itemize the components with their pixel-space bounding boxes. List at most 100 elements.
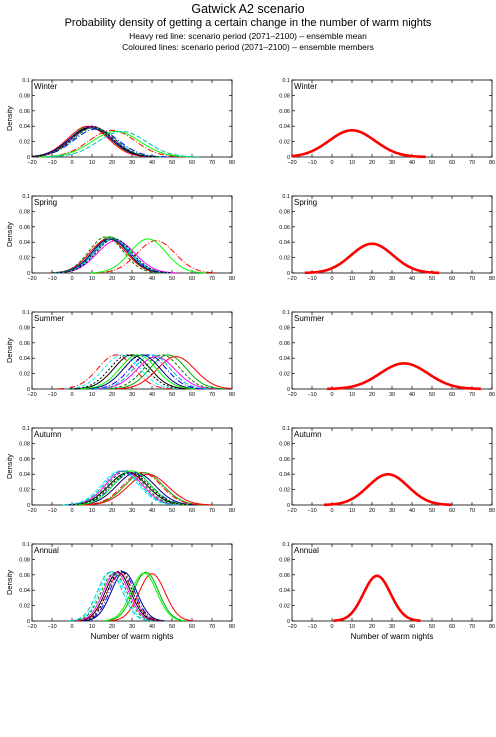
x-tick-label: 30	[389, 276, 395, 282]
x-tick-label: 80	[229, 508, 235, 514]
y-tick-label: 0.08	[279, 441, 290, 447]
x-tick-label: 60	[189, 160, 195, 166]
member-curve-6-summer	[95, 356, 217, 390]
y-tick-label: 0.02	[19, 140, 30, 146]
season-label-autumn-mean: Autumn	[294, 430, 322, 439]
x-tick-label: 40	[149, 392, 155, 398]
season-label-annual-members: Annual	[34, 546, 59, 555]
x-tick-label: −10	[307, 392, 316, 398]
season-label-summer-members: Summer	[34, 314, 65, 323]
plot-frame-autumn-mean	[291, 427, 493, 506]
x-tick-label: −20	[27, 392, 36, 398]
y-tick-label: 0.02	[19, 604, 30, 610]
member-curve-7-summer	[84, 354, 200, 390]
x-tick-label: 60	[449, 160, 455, 166]
y-tick-label: 0.04	[279, 240, 290, 246]
x-tick-label: 0	[70, 392, 73, 398]
x-tick-label: −20	[287, 276, 296, 282]
member-curve-4-summer	[115, 356, 233, 390]
member-curve-8-spring	[51, 236, 161, 274]
y-tick-label: 0	[287, 503, 290, 509]
x-tick-label: 0	[70, 508, 73, 514]
y-tick-label: 0.02	[19, 488, 30, 494]
x-tick-label: −10	[47, 624, 56, 630]
plot-frame-summer-members	[31, 311, 233, 390]
member-curve-9-annual	[78, 573, 162, 622]
y-tick-label: 0.02	[279, 604, 290, 610]
x-tick-label: 0	[330, 624, 333, 630]
season-label-spring-members: Spring	[34, 198, 57, 207]
x-tick-label: 30	[389, 160, 395, 166]
member-curve-11-spring	[54, 238, 170, 274]
mean-curve-autumn	[323, 472, 453, 507]
y-tick-label: 0.1	[282, 542, 290, 548]
member-curve-3-summer	[64, 354, 180, 390]
y-tick-label: 0.06	[279, 109, 290, 115]
x-tick-label: 40	[409, 392, 415, 398]
member-curve-10-annual	[103, 572, 185, 622]
plot-frame-spring-members	[31, 195, 233, 274]
member-curve-9-summer	[58, 354, 174, 390]
y-axis-label: Density	[5, 570, 14, 595]
x-tick-label: 0	[70, 160, 73, 166]
y-tick-label: 0.06	[279, 457, 290, 463]
x-tick-label: 10	[89, 508, 95, 514]
x-tick-label: −10	[307, 624, 316, 630]
y-tick-label: 0.1	[282, 78, 290, 84]
x-tick-label: −20	[27, 624, 36, 630]
x-tick-label: 30	[129, 392, 135, 398]
x-tick-label: 80	[489, 624, 495, 630]
x-tick-label: 20	[369, 276, 375, 282]
x-tick-label: −10	[307, 508, 316, 514]
x-tick-label: −10	[47, 276, 56, 282]
season-label-spring-mean: Spring	[294, 198, 317, 207]
y-tick-label: 0.04	[19, 588, 30, 594]
y-tick-label: 0.08	[279, 325, 290, 331]
y-tick-label: 0.1	[22, 542, 30, 548]
y-tick-label: 0.04	[279, 588, 290, 594]
member-curve-5-summer	[90, 354, 206, 390]
y-tick-label: 0.08	[19, 325, 30, 331]
y-tick-label: 0	[27, 503, 30, 509]
y-tick-label: 0.1	[282, 310, 290, 316]
x-tick-label: 0	[330, 508, 333, 514]
x-tick-label: 70	[209, 508, 215, 514]
x-tick-label: 50	[429, 508, 435, 514]
mean-curve-spring	[304, 242, 440, 275]
season-label-summer-mean: Summer	[294, 314, 325, 323]
y-tick-label: 0	[27, 271, 30, 277]
y-tick-label: 0.04	[19, 124, 30, 130]
member-curve-7-annual	[83, 571, 165, 622]
x-tick-label: 20	[369, 624, 375, 630]
y-tick-label: 0	[287, 619, 290, 625]
plot-frame-summer-mean	[291, 311, 493, 390]
y-tick-label: 0.06	[19, 573, 30, 579]
y-tick-label: 0.1	[22, 310, 30, 316]
x-tick-label: −20	[287, 508, 296, 514]
x-tick-label: 70	[469, 624, 475, 630]
x-tick-label: −20	[287, 392, 296, 398]
x-tick-label: 20	[109, 160, 115, 166]
x-tick-label: −10	[47, 160, 56, 166]
x-tick-label: 30	[389, 508, 395, 514]
member-curve-1-summer	[74, 354, 190, 390]
y-tick-label: 0.08	[279, 557, 290, 563]
x-tick-label: 70	[209, 624, 215, 630]
member-curve-1-annual	[77, 571, 159, 622]
x-tick-label: 10	[89, 276, 95, 282]
member-curve-8-winter	[31, 127, 162, 158]
y-tick-label: 0.06	[19, 225, 30, 231]
x-tick-label: 10	[349, 276, 355, 282]
x-axis-label-left: Number of warm nights	[91, 632, 174, 641]
x-tick-label: 40	[409, 624, 415, 630]
y-tick-label: 0.1	[282, 194, 290, 200]
x-tick-label: 20	[109, 508, 115, 514]
member-curve-9-spring	[95, 240, 217, 274]
member-curve-11-annual	[69, 571, 151, 622]
y-tick-label: 0.08	[279, 209, 290, 215]
x-tick-label: 30	[129, 160, 135, 166]
x-tick-label: 60	[189, 624, 195, 630]
chart-title: Gatwick A2 scenario	[191, 2, 305, 16]
legend-note-members: Coloured lines: scenario period (2071–21…	[122, 42, 374, 52]
season-label-autumn-members: Autumn	[34, 430, 62, 439]
